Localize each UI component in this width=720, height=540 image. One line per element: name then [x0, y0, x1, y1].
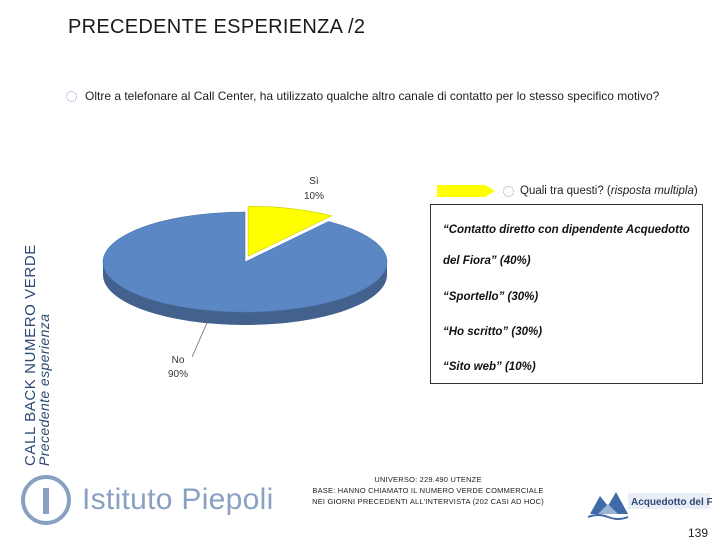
istituto-piepoli-logo: Istituto Piepoli — [20, 474, 274, 526]
sample-footnote: UNIVERSO: 229.490 UTENZE BASE: HANNO CHI… — [278, 474, 578, 507]
acquedotto-logo-text: Acquedotto del Fiora — [631, 497, 712, 508]
pie-slice-si — [247, 205, 333, 257]
followup-question-end: ) — [693, 185, 698, 197]
universe-line: UNIVERSO: 229.490 UTENZE — [374, 475, 482, 484]
answer-item: “Ho scritto” (30%) — [443, 326, 543, 338]
pie-label-category: Sì — [309, 176, 319, 187]
base-line-2: NEI GIORNI PRECEDENTI ALL’INTERVISTA (20… — [312, 497, 544, 506]
survey-question: Oltre a telefonare al Call Center, ha ut… — [66, 89, 659, 103]
base-line-1: BASE: HANNO CHIAMATO IL NUMERO VERDE COM… — [312, 486, 544, 495]
answer-item: “Contatto diretto con dipendente Acquedo… — [443, 224, 690, 236]
pie-label-category: No — [172, 355, 185, 366]
answer-item: “Sportello” (30%) — [443, 291, 539, 303]
pie-chart-svg: Sì 10% No 90% — [102, 176, 388, 380]
survey-question-text: Oltre a telefonare al Call Center, ha ut… — [85, 89, 660, 103]
answer-item: del Fiora” (40%) — [443, 255, 531, 267]
pie-chart: Sì 10% No 90% — [100, 170, 420, 390]
acquedotto-logo-svg: Acquedotto del Fiora — [587, 492, 720, 520]
answers-box: “Contatto diretto con dipendente Acquedo… — [430, 204, 703, 384]
yellow-arrow-icon — [437, 185, 495, 197]
page-number: 139 — [687, 526, 708, 540]
side-subsection-label: Precedente esperienza — [36, 313, 52, 466]
pie-slice-no — [102, 211, 388, 313]
pie-label-value: 10% — [304, 191, 324, 202]
piepoli-mark-icon — [21, 475, 71, 525]
followup-question-italic: risposta multipla — [610, 185, 694, 197]
answer-item: “Sito web” (10%) — [443, 361, 536, 373]
pie-label-value: 90% — [168, 369, 188, 380]
pie-leader-line — [191, 315, 211, 358]
bullet-icon — [66, 90, 77, 102]
followup-question-text: Quali tra questi? ( — [520, 185, 611, 197]
bullet-icon — [503, 185, 514, 197]
piepoli-logo-text: Istituto Piepoli — [82, 483, 274, 516]
followup-question: Quali tra questi? (risposta multipla) — [437, 184, 698, 198]
page-title: PRECEDENTE ESPERIENZA /2 — [68, 16, 366, 38]
acquedotto-logo: Acquedotto del Fiora — [587, 484, 720, 529]
pie-slice-side-no — [103, 262, 387, 325]
